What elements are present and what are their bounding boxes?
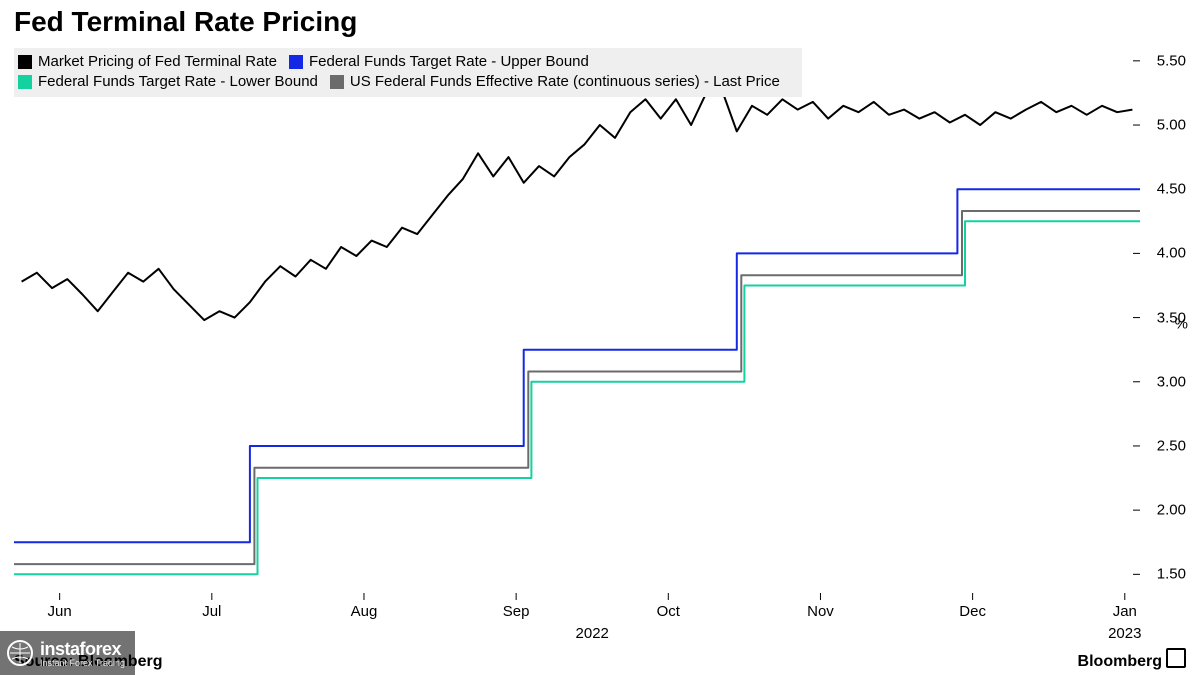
legend-swatch <box>289 55 303 69</box>
x-tick-label: Sep <box>503 603 530 620</box>
x-year-label: 2022 <box>576 625 609 642</box>
x-tick-label: Dec <box>959 603 986 620</box>
watermark: instaforex Instant Forex Trading <box>0 631 135 675</box>
x-axis-months: Jun Jul Aug Sep Oct Nov Dec Jan <box>14 603 1140 625</box>
x-year-label: 2023 <box>1108 625 1141 642</box>
x-tick-label: Nov <box>807 603 834 620</box>
y-tick-label: 2.00 <box>1157 502 1190 519</box>
bloomberg-logo-icon <box>1166 648 1186 668</box>
x-axis-years: 2022 2023 <box>14 625 1140 645</box>
chart-title: Fed Terminal Rate Pricing <box>0 0 1200 40</box>
y-tick-label: 4.00 <box>1157 245 1190 262</box>
watermark-brand: instaforex <box>40 639 125 660</box>
y-tick-label: 3.50 <box>1157 309 1190 326</box>
legend-item: US Federal Funds Effective Rate (continu… <box>330 72 780 92</box>
series-effective <box>14 211 1140 564</box>
watermark-sub: Instant Forex Trading <box>40 658 125 668</box>
brand-text: Bloomberg <box>1078 646 1186 671</box>
legend-item: Market Pricing of Fed Terminal Rate <box>18 52 277 72</box>
legend-swatch <box>18 55 32 69</box>
y-tick-label: 3.00 <box>1157 373 1190 390</box>
y-axis: % 1.502.002.503.003.504.004.505.005.50 <box>1140 48 1190 600</box>
legend-item: Federal Funds Target Rate - Upper Bound <box>289 52 589 72</box>
legend-label: Market Pricing of Fed Terminal Rate <box>38 52 277 72</box>
x-tick-label: Aug <box>351 603 378 620</box>
y-tick-label: 1.50 <box>1157 566 1190 583</box>
series-lower <box>14 221 1140 574</box>
legend-item: Federal Funds Target Rate - Lower Bound <box>18 72 318 92</box>
plot-svg <box>14 48 1140 600</box>
legend-label: Federal Funds Target Rate - Upper Bound <box>309 52 589 72</box>
legend-label: US Federal Funds Effective Rate (continu… <box>350 72 780 92</box>
x-tick-label: Jun <box>48 603 72 620</box>
legend-swatch <box>330 75 344 89</box>
x-tick-label: Oct <box>657 603 680 620</box>
y-tick-label: 5.00 <box>1157 117 1190 134</box>
x-tick-label: Jul <box>202 603 221 620</box>
y-tick-label: 5.50 <box>1157 52 1190 69</box>
series-upper <box>14 189 1140 542</box>
legend-label: Federal Funds Target Rate - Lower Bound <box>38 72 318 92</box>
plot-area <box>14 48 1140 600</box>
instaforex-logo-icon <box>6 639 34 667</box>
y-tick-label: 2.50 <box>1157 437 1190 454</box>
attribution-row: Source: Bloomberg Bloomberg <box>14 649 1186 671</box>
x-tick-label: Jan <box>1113 603 1137 620</box>
legend-swatch <box>18 75 32 89</box>
legend: Market Pricing of Fed Terminal RateFeder… <box>14 48 802 97</box>
y-tick-label: 4.50 <box>1157 181 1190 198</box>
